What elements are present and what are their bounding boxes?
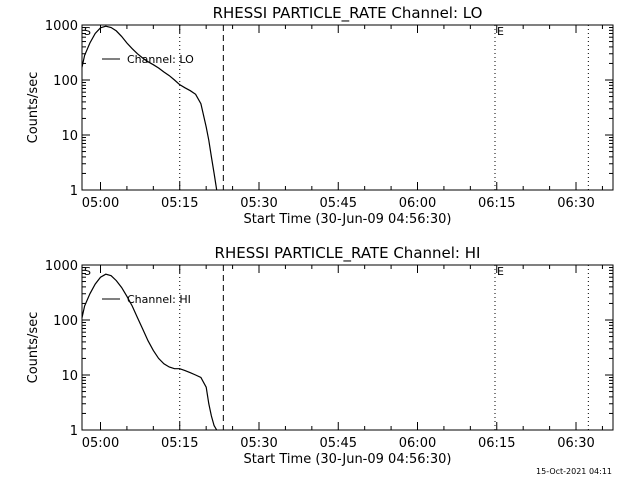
x-axis-label: Start Time (30-Jun-09 04:56:30): [244, 212, 452, 227]
y-tick-label: 10: [61, 369, 78, 384]
x-tick-label: 05:45: [320, 196, 357, 211]
y-tick-label: 100: [53, 74, 78, 89]
x-tick-label: 05:15: [161, 196, 198, 211]
event-marker-label: E: [497, 25, 504, 38]
chart-title: RHESSI PARTICLE_RATE Channel: HI: [215, 244, 481, 263]
y-tick-label: 10: [61, 129, 78, 144]
y-axis-label: Counts/sec: [26, 312, 41, 384]
plot-frame: [81, 24, 614, 191]
x-tick-label: 05:00: [82, 436, 119, 451]
y-tick-label: 1: [70, 184, 78, 199]
x-tick-label: 06:00: [399, 436, 436, 451]
x-tick-label: 05:30: [240, 196, 277, 211]
timestamp-label: 15-Oct-2021 04:11: [536, 467, 612, 476]
event-marker-label: E: [497, 265, 504, 278]
y-axis-label: Counts/sec: [26, 72, 41, 144]
series-line: [81, 273, 218, 431]
lo-channel-chart: RHESSI PARTICLE_RATE Channel: LO 05:00 05:…: [26, 4, 614, 227]
series-line: [81, 25, 218, 191]
hi-channel-chart: RHESSI PARTICLE_RATE Channel: HI 05:00 05:…: [26, 244, 614, 467]
y-tick-label: 100: [53, 314, 78, 329]
x-tick-label: 06:30: [557, 196, 594, 211]
event-marker-label: S: [84, 25, 91, 38]
x-tick-label: 05:45: [320, 436, 357, 451]
plot-frame: [81, 264, 614, 431]
y-tick-label: 1000: [45, 19, 78, 34]
x-tick-label: 06:15: [478, 196, 515, 211]
event-marker-label: S: [84, 265, 91, 278]
legend-label: Channel: LO: [127, 53, 194, 66]
x-tick-label: 06:15: [478, 436, 515, 451]
x-tick-label: 05:00: [82, 196, 119, 211]
y-tick-label: 1: [70, 424, 78, 439]
y-tick-label: 1000: [45, 259, 78, 274]
x-tick-label: 06:00: [399, 196, 436, 211]
x-tick-label: 05:15: [161, 436, 198, 451]
x-axis-label: Start Time (30-Jun-09 04:56:30): [244, 452, 452, 467]
chart-title: RHESSI PARTICLE_RATE Channel: LO: [213, 4, 483, 23]
x-tick-label: 05:30: [240, 436, 277, 451]
legend-label: Channel: HI: [127, 293, 191, 306]
x-tick-label: 06:30: [557, 436, 594, 451]
